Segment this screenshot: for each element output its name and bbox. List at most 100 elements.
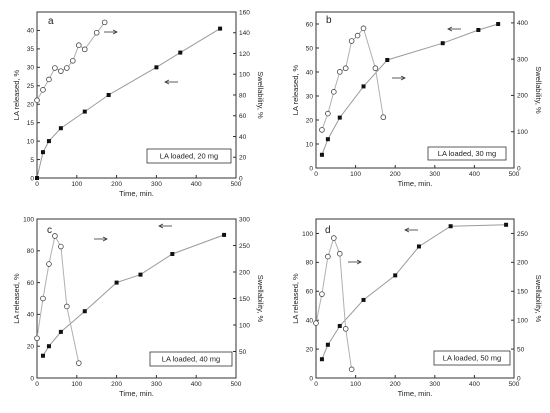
x-axis-label: Time, min. bbox=[398, 389, 433, 398]
data-point-swellability bbox=[34, 335, 40, 342]
data-point-la-released bbox=[416, 244, 421, 249]
y-right-tick-label: 120 bbox=[239, 51, 250, 58]
data-point-la-released bbox=[58, 329, 63, 334]
y-left-tick-label: 50 bbox=[306, 45, 314, 52]
data-point-swellability bbox=[40, 295, 46, 302]
x-tick-label: 100 bbox=[350, 381, 361, 388]
y-left-tick-label: 25 bbox=[27, 83, 35, 90]
data-point-swellability bbox=[58, 68, 64, 74]
y-left-tick-label: 60 bbox=[27, 280, 35, 287]
x-axis-label: Time, min. bbox=[119, 389, 154, 398]
y-right-tick-label: 250 bbox=[517, 231, 528, 238]
y-right-tick-label: 150 bbox=[239, 296, 250, 303]
y-right-tick-label: 160 bbox=[239, 9, 250, 16]
x-axis-label: Time, min. bbox=[119, 189, 154, 198]
data-point-swellability bbox=[325, 253, 331, 260]
axis-arrow-left-head bbox=[158, 223, 164, 229]
data-point-swellability bbox=[319, 291, 325, 297]
y-right-tick-label: 100 bbox=[517, 317, 528, 324]
axis-arrow-right-head bbox=[356, 259, 362, 265]
data-point-swellability bbox=[348, 366, 355, 373]
data-point-swellability bbox=[336, 69, 343, 75]
y-right-tick-label: 0 bbox=[517, 165, 521, 172]
y-right-tick-label: 250 bbox=[239, 243, 250, 250]
data-point-swellability bbox=[75, 42, 82, 48]
data-point-la-released bbox=[361, 297, 366, 302]
x-tick-label: 200 bbox=[111, 181, 122, 188]
data-point-la-released bbox=[46, 344, 51, 349]
y-left-axis-label: LA released, % bbox=[12, 273, 21, 324]
x-tick-label: 200 bbox=[390, 171, 401, 178]
data-point-la-released bbox=[325, 137, 330, 142]
x-tick-label: 200 bbox=[111, 381, 122, 388]
data-point-swellability bbox=[360, 25, 367, 32]
series-line-la-released bbox=[42, 234, 225, 356]
data-point-la-released bbox=[106, 93, 111, 97]
chart-panel-d: 0 100 200 300 400 500020406080100050100150200… bbox=[291, 218, 543, 398]
y-right-axis-label: Swellability, % bbox=[534, 66, 543, 114]
chart-panel-b: 0 100 200 300 400 500010203040506001002003004… bbox=[291, 11, 543, 188]
y-left-tick-label: 20 bbox=[306, 117, 314, 124]
y-left-tick-label: 80 bbox=[27, 248, 35, 255]
y-right-tick-label: 400 bbox=[517, 20, 528, 27]
y-right-tick-label: 300 bbox=[517, 56, 528, 63]
axis-arrow-right-head bbox=[400, 75, 406, 81]
panel-letter: c bbox=[47, 225, 52, 236]
panel-letter: d bbox=[325, 225, 331, 236]
data-point-la-released bbox=[218, 26, 223, 31]
y-left-tick-label: 0 bbox=[30, 375, 34, 382]
data-point-la-released bbox=[385, 58, 390, 62]
data-point-la-released bbox=[82, 309, 87, 314]
data-point-swellability bbox=[93, 29, 100, 36]
y-left-tick-label: 15 bbox=[27, 120, 35, 127]
data-point-swellability bbox=[342, 326, 349, 332]
data-point-swellability bbox=[64, 65, 70, 71]
y-right-tick-label: 60 bbox=[239, 113, 247, 120]
data-point-swellability bbox=[342, 65, 349, 72]
x-tick-label: 400 bbox=[191, 181, 202, 188]
data-point-la-released bbox=[35, 176, 39, 180]
x-tick-label: 400 bbox=[191, 381, 202, 388]
y-left-tick-label: 0 bbox=[309, 375, 313, 382]
data-point-swellability bbox=[34, 97, 40, 103]
data-point-la-released bbox=[496, 22, 501, 26]
y-right-tick-label: 0 bbox=[517, 375, 521, 382]
data-point-la-released bbox=[40, 150, 45, 155]
y-right-tick-label: 200 bbox=[517, 93, 528, 100]
data-point-swellability bbox=[40, 87, 46, 93]
y-right-tick-label: 40 bbox=[239, 134, 247, 141]
data-point-la-released bbox=[393, 273, 398, 278]
axis-arrow-left-head bbox=[447, 26, 453, 32]
chart-panel-c: 0 100 200 300 400 500 0 20 40 60 80 100 50 100 150 200 2… bbox=[12, 216, 265, 398]
data-point-swellability bbox=[348, 38, 355, 44]
data-point-swellability bbox=[380, 114, 387, 121]
data-point-la-released bbox=[448, 224, 453, 229]
y-right-tick-label: 200 bbox=[517, 260, 528, 267]
data-point-la-released bbox=[361, 84, 366, 89]
x-tick-label: 300 bbox=[429, 171, 440, 178]
x-tick-label: 300 bbox=[151, 181, 162, 188]
y-left-axis-label: LA released, % bbox=[12, 69, 21, 120]
y-left-tick-label: 60 bbox=[306, 289, 314, 296]
data-point-swellability bbox=[81, 46, 88, 53]
data-point-la-released bbox=[114, 280, 119, 285]
data-point-la-released bbox=[178, 50, 183, 55]
data-point-swellability bbox=[52, 65, 58, 71]
data-point-swellability bbox=[354, 32, 361, 39]
axis-arrow-right-head bbox=[112, 29, 118, 35]
y-right-axis-label: Swellability, % bbox=[256, 71, 265, 119]
y-right-tick-label: 100 bbox=[239, 72, 250, 79]
axis-arrow-right-head bbox=[102, 236, 108, 242]
y-left-tick-label: 40 bbox=[27, 28, 35, 35]
y-left-tick-label: 20 bbox=[27, 102, 35, 109]
y-left-tick-label: 30 bbox=[306, 93, 314, 100]
data-point-la-released bbox=[138, 272, 143, 277]
y-right-tick-label: 80 bbox=[239, 92, 247, 99]
data-point-swellability bbox=[70, 57, 76, 64]
annotation-label: LA loaded, 50 mg bbox=[443, 354, 501, 363]
y-left-tick-label: 40 bbox=[306, 317, 314, 324]
x-tick-label: 0 bbox=[314, 381, 318, 388]
annotation-box bbox=[427, 146, 507, 161]
axis-arrow-left-head bbox=[164, 79, 170, 85]
data-point-la-released bbox=[154, 65, 159, 70]
